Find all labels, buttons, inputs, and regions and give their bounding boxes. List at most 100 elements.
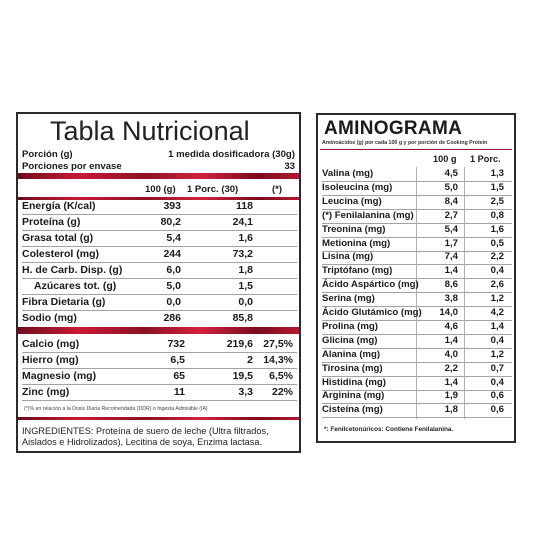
nutrient-per-portion: 0,0 xyxy=(238,296,253,308)
aminoacid-per100: 1,4 xyxy=(444,334,458,346)
aminoacid-per100: 8,4 xyxy=(444,195,458,207)
portions-label: Porciones por envase xyxy=(22,161,122,172)
mineral-name: Hierro (mg) xyxy=(22,354,79,366)
aminoacid-row: Leucina (mg) 8,4 2,5 xyxy=(322,196,512,210)
nutrition-table-panel xyxy=(16,112,301,453)
aminoacid-row: Alanina (mg) 4,0 1,2 xyxy=(322,349,512,363)
aminogram-title: AMINOGRAMA xyxy=(324,118,463,139)
nutrient-per100: 6,0 xyxy=(166,264,181,276)
aminoacid-per-portion: 0,4 xyxy=(490,376,504,388)
nutrient-name: Energía (K/cal) xyxy=(22,200,96,212)
mineral-name: Calcio (mg) xyxy=(22,338,80,350)
aminoacid-row: Serina (mg) 3,8 1,2 xyxy=(322,293,512,308)
nutrient-name: Fibra Dietaria (g) xyxy=(22,296,106,308)
mineral-per-portion: 219,6 xyxy=(226,338,253,350)
aminoacid-per-portion: 2,5 xyxy=(490,195,504,207)
aminoacid-name: Triptófano (mg) xyxy=(322,265,393,277)
nutrition-row: Colesterol (mg) 244 73,2 xyxy=(22,247,297,263)
row-separator xyxy=(22,368,297,369)
aminoacid-per-portion: 0,6 xyxy=(490,404,504,416)
row-separator xyxy=(322,264,512,266)
mineral-per100: 65 xyxy=(173,370,185,382)
aminoacid-row: Lisina (mg) 7,4 2,2 xyxy=(322,251,512,266)
nutrition-row: Fibra Dietaria (g) 0,0 0,0 xyxy=(22,295,297,311)
mineral-per100: 11 xyxy=(173,386,185,398)
nutrient-per-portion: 1,6 xyxy=(238,232,253,244)
aminoacid-per100: 5,0 xyxy=(444,181,458,193)
aminoacid-row: Ácido Aspártico (mg) 8,6 2,6 xyxy=(322,279,512,294)
row-separator xyxy=(22,400,297,401)
aminoacid-row: Arginina (mg) 1,9 0,6 xyxy=(322,390,512,405)
aminoacid-per100: 3,8 xyxy=(444,293,458,305)
aminoacid-name: Serina (mg) xyxy=(322,293,375,305)
aminoacid-row: Histidina (mg) 1,4 0,4 xyxy=(322,377,512,391)
aminoacid-name: Glicina (mg) xyxy=(322,334,378,346)
aminoacid-per-portion: 0,7 xyxy=(490,362,504,374)
aminoacid-per-portion: 1,5 xyxy=(490,181,504,193)
row-separator xyxy=(322,333,512,335)
mineral-row: Hierro (mg) 6,5 2 14,3% xyxy=(22,353,297,369)
aminoacid-per-portion: 1,2 xyxy=(490,348,504,360)
row-separator xyxy=(322,320,512,321)
aminoacid-per-portion: 2,6 xyxy=(490,279,504,291)
nutrient-per100: 0,0 xyxy=(166,296,181,308)
mineral-name: Zinc (mg) xyxy=(22,386,70,398)
nutrient-per100: 5,0 xyxy=(166,280,181,292)
aminoacid-per100: 8,6 xyxy=(444,279,458,291)
mineral-per-portion: 19,5 xyxy=(232,370,253,382)
row-separator xyxy=(322,292,512,294)
col-100g: 100 (g) xyxy=(145,184,176,195)
aminoacid-per100: 4,0 xyxy=(444,348,458,360)
aminoacid-name: Histidina (mg) xyxy=(322,376,386,388)
aminoacid-per-portion: 2,2 xyxy=(490,251,504,263)
row-separator xyxy=(322,278,512,280)
am-col-portion: 1 Porc. xyxy=(470,154,501,164)
nutrient-name: Colesterol (mg) xyxy=(22,248,100,260)
row-separator xyxy=(322,222,512,224)
mineral-row: Calcio (mg) 732 219,6 27,5% xyxy=(22,337,297,353)
nutrient-name: Sodio (mg) xyxy=(22,312,77,324)
aminoacid-row: Treonina (mg) 5,4 1,6 xyxy=(322,224,512,238)
aminoacid-per100: 2,2 xyxy=(444,362,458,374)
portions-value: 33 xyxy=(284,161,295,172)
row-separator xyxy=(322,403,512,405)
nutrient-per-portion: 118 xyxy=(236,200,253,212)
aminoacid-name: Tirosina (mg) xyxy=(322,362,383,374)
aminoacid-name: Metionina (mg) xyxy=(322,237,391,249)
portion-value: 1 medida dosificadora (30g) xyxy=(168,149,295,160)
aminoacid-row: Glicina (mg) 1,4 0,4 xyxy=(322,335,512,349)
aminoacid-row: Cisteína (mg) 1,8 0,6 xyxy=(322,404,512,419)
aminoacid-per100: 2,7 xyxy=(444,209,458,221)
nutrition-row: Sodio (mg) 286 85,8 xyxy=(22,311,297,327)
aminoacid-per-portion: 0,6 xyxy=(490,390,504,402)
nutrient-per100: 5,4 xyxy=(166,232,181,244)
aminoacid-name: Ácido Glutámico (mg) xyxy=(322,307,422,318)
aminoacid-name: (*) Fenilalanina (mg) xyxy=(322,209,414,221)
mineral-pct: 14,3% xyxy=(263,354,293,366)
nutrient-per100: 80,2 xyxy=(160,216,181,228)
col-portion: 1 Porc. (30) xyxy=(187,184,239,195)
row-separator xyxy=(22,310,297,311)
aminoacid-per100: 7,4 xyxy=(444,251,458,263)
nutrient-per-portion: 24,1 xyxy=(232,216,253,228)
mineral-pct: 27,5% xyxy=(263,338,293,350)
ingredients-text: INGREDIENTES: Proteína de suero de leche… xyxy=(22,426,269,447)
aminoacid-per-portion: 1,3 xyxy=(490,168,504,179)
aminoacid-per100: 1,4 xyxy=(444,376,458,388)
nutrition-row: Proteína (g) 80,2 24,1 xyxy=(22,215,297,231)
mineral-pct: 6,5% xyxy=(269,370,293,382)
row-separator xyxy=(22,278,297,279)
nutrition-footnote: (*)% en relación a la Dosis Diaria Recom… xyxy=(24,406,208,412)
aminogram-subtitle: Aminoácidos (g) por cada 100 g y por por… xyxy=(322,140,488,146)
aminoacid-per100: 14,0 xyxy=(439,307,458,318)
aminoacid-name: Alanina (mg) xyxy=(322,348,381,360)
aminoacid-row: (*) Fenilalanina (mg) 2,7 0,8 xyxy=(322,210,512,224)
nutrition-row: Energía (K/cal) 393 118 xyxy=(22,199,297,215)
row-separator xyxy=(22,352,297,353)
col-pct: (*) xyxy=(272,184,283,195)
mineral-per100: 6,5 xyxy=(170,354,185,366)
portion-label: Porción (g) xyxy=(22,149,73,160)
row-separator xyxy=(322,306,512,308)
mineral-per100: 732 xyxy=(167,338,185,350)
nutrition-row: H. de Carb. Disp. (g) 6,0 1,8 xyxy=(22,263,297,279)
